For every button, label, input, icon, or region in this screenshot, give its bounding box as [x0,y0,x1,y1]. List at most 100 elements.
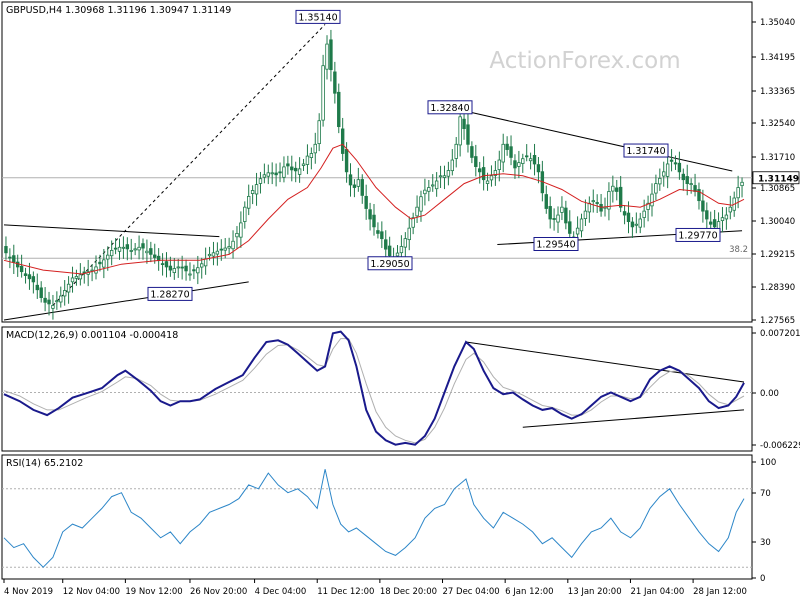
candle-body [575,227,580,235]
candle-body [266,172,270,177]
candle-body [125,244,130,250]
price-label-text: 1.28270 [150,289,189,300]
candle-body [168,265,173,271]
candle-body [70,277,75,283]
candle-body [560,206,564,213]
candle-body [23,273,28,276]
candle-body [149,248,153,255]
axis-tick-label: 1.32540 [760,119,795,129]
axis-tick-label: 0 [760,574,765,584]
price-label-text: 1.29050 [370,259,409,270]
candle-body [407,227,411,241]
candle-body [434,180,439,190]
time-tick-label: 27 Dec 04:00 [443,587,500,597]
candle-body [618,186,623,208]
candle-body [395,252,400,257]
candle-body [16,261,20,268]
candle-body [595,202,599,204]
candle-body [348,174,353,186]
candle-body [98,261,102,265]
candle-body [438,175,443,178]
axis-tick-label: 30 [760,538,771,548]
price-trendline [3,281,249,321]
candle-body [720,217,725,222]
candle-body [196,267,200,274]
candle-body [740,181,744,187]
candle-body [4,246,8,254]
rsi-axis: 100 70 30 0 [752,458,776,584]
candle-body [51,305,55,309]
candle-body [521,158,525,164]
candle-body [235,233,239,238]
candle-body [344,149,349,173]
candle-body [223,247,227,251]
candle-body [658,177,662,185]
candle-body [106,254,110,260]
time-tick-label: 18 Dec 20:00 [380,587,437,597]
candle-body [278,171,282,174]
candle-body [356,179,361,187]
candle-body [380,231,384,240]
axis-tick-label: 0.00 [760,389,779,399]
candle-body [552,218,556,220]
candle-body [493,170,498,176]
candle-body [615,187,619,192]
candle-body [293,167,298,172]
candle-body [387,245,392,257]
price-label-text: 1.35140 [298,12,337,23]
candle-body [352,184,357,188]
candle-body [607,191,611,210]
price-label-box [367,256,413,271]
candle-body [501,143,505,163]
time-tick-label: 21 Jan 04:00 [630,587,684,597]
candle-body [43,297,47,303]
candle-body [556,214,560,223]
candle-body [78,274,83,280]
candle-body [250,190,255,194]
candle-body [728,206,732,213]
macd-trendlines [465,341,745,428]
macd-line [3,330,745,446]
axis-tick-label: 1.35040 [760,18,795,28]
candle-body [247,195,251,209]
axis-tick-label: 0.007201 [760,329,800,339]
price-trendline [3,224,220,238]
candle-body [203,258,208,267]
macd-trendline [465,341,745,383]
candle-body [254,184,259,195]
price-axis: 1.35040 1.34195 1.33365 1.32540 1.31710 1.308… [752,18,800,326]
price-panel-title: GBPUSD,H4 1.30968 1.31196 1.30947 1.3114… [6,5,231,16]
fib-label: 38.2 [729,245,748,255]
watermark-text: ActionForex.com [489,48,680,74]
candle-body [207,253,212,257]
candle-body [450,159,455,172]
price-label-text: 1.32840 [430,103,469,114]
candle-body [685,176,689,185]
candle-body [243,206,247,222]
candle-body [622,211,627,216]
price-label-box [427,100,473,115]
candle-body [646,202,650,210]
candle-body [109,250,114,257]
time-tick-label: 4 Dec 04:00 [255,587,307,597]
candle-body [587,202,592,213]
candle-body [39,287,43,298]
axis-tick-label: 1.28390 [760,283,795,293]
moving-average-line [3,143,745,275]
axis-tick-label: 1.30040 [760,217,795,227]
candle-body [192,269,196,272]
macd-axis: 0.007201 0.00 -0.006229 [752,329,800,451]
candle-body [239,222,243,238]
price-panel: GBPUSD,H4 1.30968 1.31196 1.30947 1.3114… [1,1,800,326]
candle-body [579,218,584,232]
candle-body [654,183,658,194]
candle-body [176,266,180,269]
candle-body [301,163,306,166]
candle-body [564,207,568,224]
price-trendline [52,24,326,306]
rsi-panel: RSI(14) 65.2102 100 70 30 0 [1,454,776,584]
candle-body [297,168,302,175]
candle-body [673,162,678,165]
macd-trendline [522,409,745,428]
candle-body [141,243,145,249]
